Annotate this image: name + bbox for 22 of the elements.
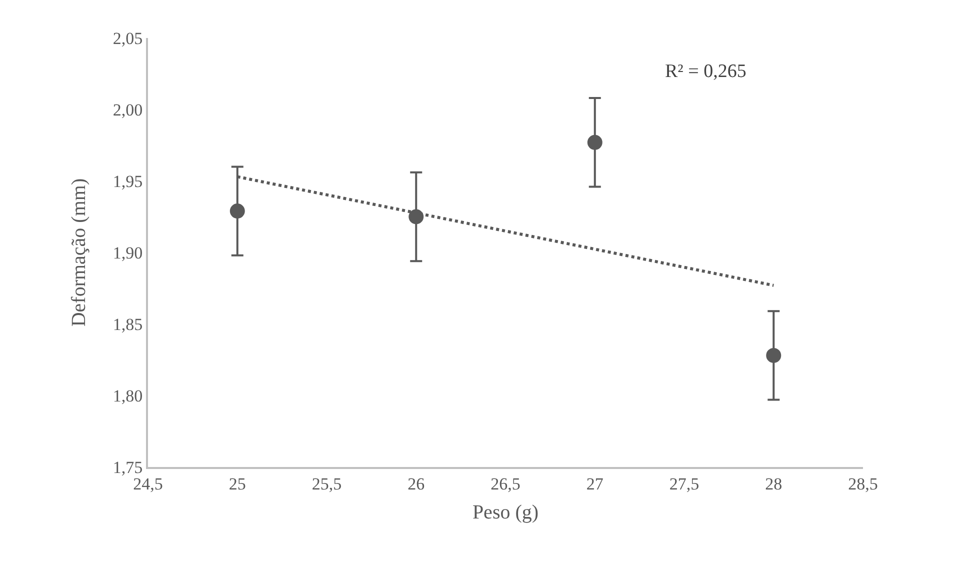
x-tick-label: 25,5 <box>312 474 342 494</box>
x-tick-label: 27 <box>586 474 604 494</box>
y-tick-label: 1,85 <box>112 314 143 334</box>
x-tick-label: 24,5 <box>133 474 163 494</box>
x-tick-label: 28 <box>765 474 782 494</box>
x-axis-title: Peso (g) <box>472 501 539 524</box>
y-tick-label: 2,00 <box>112 100 143 120</box>
x-tick-label: 25 <box>228 474 246 494</box>
y-axis-title: Deformação (mm) <box>68 178 90 327</box>
x-tick-label: 26 <box>408 474 425 494</box>
point <box>230 204 245 219</box>
y-tick-label: 1,95 <box>112 172 143 191</box>
x-tick-label: 27,5 <box>669 474 700 494</box>
point <box>587 134 602 150</box>
y-tick-label: 1,80 <box>112 386 143 406</box>
y-tick-label: 1,75 <box>112 458 143 477</box>
x-tick-label: 26,5 <box>490 474 520 494</box>
y-tick-label: 2,05 <box>112 28 143 48</box>
point <box>766 348 782 363</box>
annotation: R² = 0,265 <box>665 61 746 82</box>
y-tick-label: 1,90 <box>112 243 143 262</box>
x-tick-label: 28,5 <box>848 474 878 494</box>
